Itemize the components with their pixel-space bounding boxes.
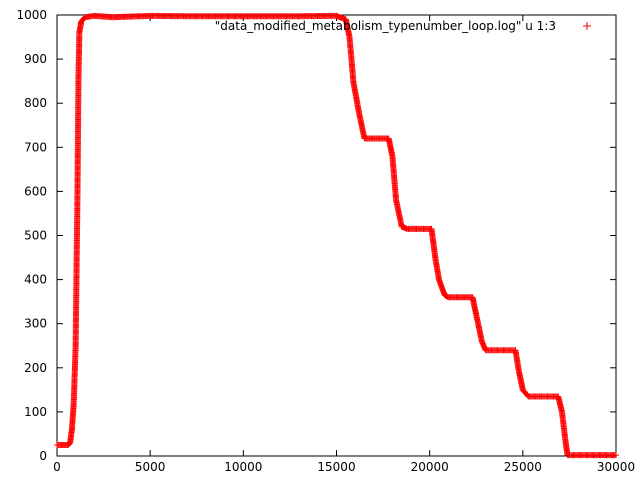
y-tick-label: 0: [39, 449, 47, 463]
y-tick-label: 600: [24, 184, 47, 198]
x-tick-label: 15000: [317, 460, 355, 474]
legend-label: "data_modified_metabolism_typenumber_loo…: [215, 19, 556, 33]
x-tick-label: 25000: [504, 460, 542, 474]
legend: "data_modified_metabolism_typenumber_loo…: [215, 19, 591, 33]
x-tick-label: 20000: [411, 460, 449, 474]
y-tick-label: 300: [24, 317, 47, 331]
series-markers: [54, 12, 619, 459]
x-tick-label: 10000: [224, 460, 262, 474]
legend-marker: [583, 22, 591, 30]
x-tick-label: 5000: [135, 460, 166, 474]
y-tick-label: 1000: [16, 8, 47, 22]
ticks: 0 5000 10000 15000 20000 25000 30000 0 100 200 300…: [16, 8, 635, 474]
y-tick-label: 200: [24, 361, 47, 375]
y-tick-label: 100: [24, 405, 47, 419]
y-tick-label: 800: [24, 96, 47, 110]
y-tick-label: 700: [24, 140, 47, 154]
data-series: [54, 12, 619, 459]
x-tick-label: 30000: [597, 460, 635, 474]
plot-frame: [56, 14, 617, 457]
legend-marker-plus: [583, 22, 591, 30]
x-tick-label: 0: [53, 460, 61, 474]
y-tick-label: 900: [24, 52, 47, 66]
y-tick-label: 400: [24, 273, 47, 287]
axes: [56, 14, 617, 457]
y-tick-label: 500: [24, 229, 47, 243]
